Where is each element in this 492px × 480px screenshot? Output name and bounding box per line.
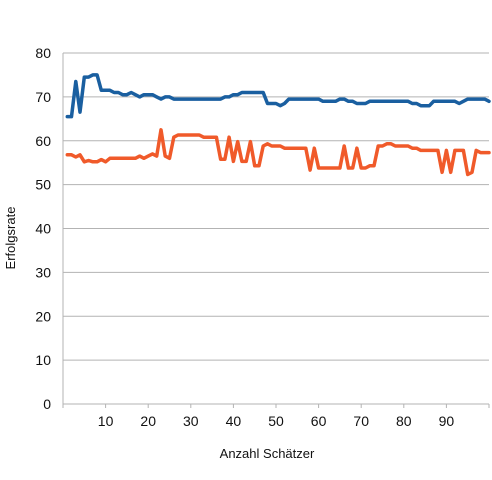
- x-tick-label: 90: [439, 413, 455, 429]
- series-lines: [65, 73, 491, 177]
- y-tick-label: 50: [35, 177, 51, 193]
- gridlines: [63, 52, 489, 361]
- x-tick-label: 80: [396, 413, 412, 429]
- y-tick-label: 30: [35, 264, 51, 280]
- x-tick-label: 40: [226, 413, 242, 429]
- y-tick-labels: 0 10 20 30 40 50 60 70 80: [35, 45, 51, 412]
- y-tick-label: 0: [43, 396, 51, 412]
- x-axis-title: Anzahl Schätzer: [220, 446, 315, 461]
- series-line-2: [65, 128, 491, 177]
- x-tick-labels: 10 20 30 40 50 60 70 80 90: [98, 413, 455, 429]
- x-tick-label: 10: [98, 413, 114, 429]
- x-tick-label: 20: [140, 413, 156, 429]
- y-tick-label: 60: [35, 133, 51, 149]
- y-tick-label: 70: [35, 89, 51, 105]
- series-line-1: [65, 73, 491, 119]
- y-tick-label: 80: [35, 45, 51, 61]
- y-tick-label: 10: [35, 352, 51, 368]
- y-tick-label: 40: [35, 221, 51, 237]
- x-tick-label: 70: [353, 413, 369, 429]
- x-tick-label: 50: [268, 413, 284, 429]
- x-tick-label: 30: [183, 413, 199, 429]
- x-tick-label: 60: [311, 413, 327, 429]
- axes: [62, 53, 490, 408]
- y-axis-title: Erfolgsrate: [3, 207, 18, 270]
- y-tick-label: 20: [35, 308, 51, 324]
